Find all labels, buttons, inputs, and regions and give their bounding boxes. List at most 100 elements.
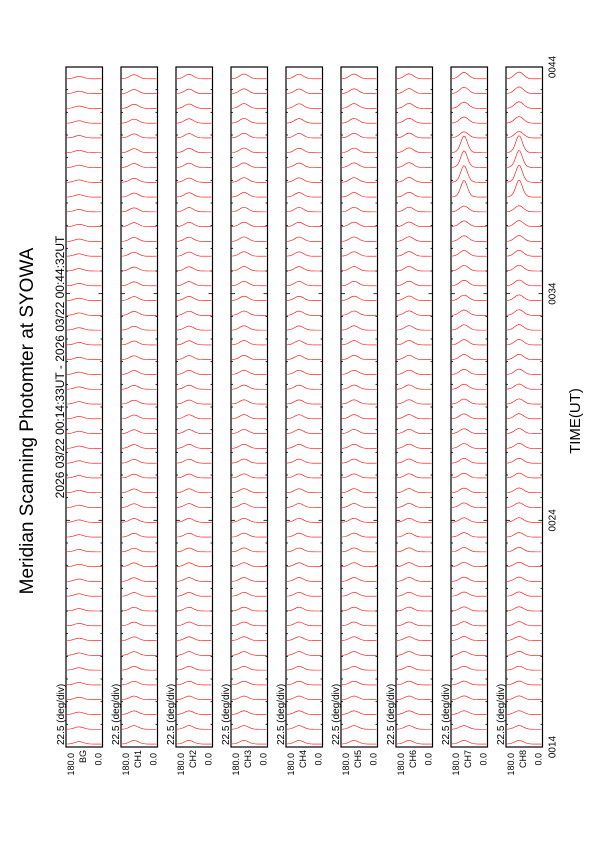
trace-line bbox=[66, 120, 102, 124]
trace-line bbox=[231, 384, 267, 390]
trace-line bbox=[396, 429, 432, 434]
trace-line bbox=[121, 222, 157, 227]
trace-line bbox=[176, 695, 212, 700]
trace-line bbox=[231, 103, 267, 109]
panel-ch4: 180.0 0.0 CH4 22.5 (deg/div) bbox=[276, 66, 324, 776]
trace-line bbox=[451, 87, 487, 94]
trace-line bbox=[286, 592, 322, 597]
trace-line bbox=[66, 637, 102, 641]
trace-line bbox=[396, 162, 432, 168]
trace-line bbox=[286, 577, 322, 582]
trace-line bbox=[121, 370, 157, 375]
trace-line bbox=[506, 621, 542, 627]
trace-line bbox=[231, 636, 267, 641]
trace-line bbox=[121, 207, 157, 213]
trace-line bbox=[176, 370, 212, 375]
trace-line bbox=[231, 547, 267, 553]
trace-line bbox=[286, 295, 322, 301]
trace-line bbox=[176, 680, 212, 686]
trace-line bbox=[176, 488, 212, 494]
trace-line bbox=[451, 651, 487, 656]
trace-line bbox=[66, 238, 102, 242]
trace-line bbox=[286, 710, 322, 715]
trace-line bbox=[121, 518, 157, 523]
trace-line bbox=[231, 399, 267, 405]
trace-line bbox=[396, 577, 432, 582]
trace-line bbox=[506, 457, 542, 464]
panel-frame bbox=[395, 66, 434, 748]
trace-line bbox=[286, 725, 322, 730]
trace-line bbox=[451, 428, 487, 434]
trace-line bbox=[231, 88, 267, 94]
trace-line bbox=[396, 651, 432, 656]
trace-line bbox=[66, 534, 102, 538]
trace-line bbox=[176, 577, 212, 582]
trace-line bbox=[506, 606, 542, 612]
trace-line bbox=[231, 680, 267, 686]
trace-line bbox=[341, 740, 377, 745]
trace-line bbox=[176, 444, 212, 449]
trace-line bbox=[231, 266, 267, 272]
trace-line bbox=[341, 103, 377, 109]
trace-line bbox=[66, 697, 102, 700]
channel-label: CH4 bbox=[298, 750, 308, 768]
trace-line bbox=[176, 547, 212, 553]
trace-line bbox=[396, 384, 432, 390]
trace-line bbox=[286, 621, 322, 627]
trace-line bbox=[176, 325, 212, 331]
trace-line bbox=[506, 710, 542, 715]
trace-line bbox=[396, 606, 432, 612]
trace-line bbox=[66, 416, 102, 420]
trace-line bbox=[451, 339, 487, 346]
trace-line bbox=[286, 162, 322, 168]
trace-line bbox=[396, 680, 432, 686]
trace-line bbox=[286, 666, 322, 671]
trace-line bbox=[231, 340, 267, 346]
trace-line bbox=[176, 429, 212, 434]
y-scale-label: 22.5 (deg/div) bbox=[331, 684, 342, 745]
trace-line bbox=[121, 473, 157, 479]
trace-line bbox=[451, 398, 487, 405]
trace-line bbox=[506, 740, 542, 745]
trace-line bbox=[396, 340, 432, 346]
trace-line bbox=[121, 340, 157, 346]
trace-line bbox=[396, 192, 432, 198]
trace-line bbox=[286, 147, 322, 154]
trace-line bbox=[506, 205, 542, 213]
trace-line bbox=[231, 251, 267, 257]
trace-line bbox=[396, 740, 432, 745]
trace-line bbox=[396, 310, 432, 316]
trace-line bbox=[341, 695, 377, 700]
trace-line bbox=[66, 105, 102, 109]
trace-line bbox=[176, 518, 212, 523]
trace-line bbox=[451, 265, 487, 272]
trace-line bbox=[231, 310, 267, 316]
trace-line bbox=[506, 71, 542, 80]
trace-line bbox=[396, 132, 432, 139]
trace-line bbox=[506, 179, 542, 198]
trace-line bbox=[121, 281, 157, 287]
trace-line bbox=[231, 369, 267, 375]
channel-label: CH3 bbox=[243, 750, 253, 768]
trace-line bbox=[286, 177, 322, 183]
trace-line bbox=[286, 88, 322, 94]
channel-label: BG bbox=[78, 750, 88, 763]
trace-line bbox=[506, 725, 542, 730]
trace-line bbox=[396, 280, 432, 287]
trace-line bbox=[451, 165, 487, 183]
trace-line bbox=[286, 370, 322, 375]
x-tick-label: 0044 bbox=[548, 55, 559, 78]
trace-line bbox=[176, 399, 212, 405]
trace-line bbox=[231, 281, 267, 287]
trace-line bbox=[121, 562, 157, 567]
channel-label: CH5 bbox=[353, 750, 363, 768]
panel-ch6: 180.0 0.0 CH6 22.5 (deg/div) bbox=[386, 66, 434, 776]
trace-line bbox=[121, 266, 157, 272]
trace-line bbox=[341, 488, 377, 494]
panel-ch7: 180.0 0.0 CH7 22.5 (deg/div) bbox=[441, 66, 489, 776]
trace-line bbox=[451, 369, 487, 375]
trace-line bbox=[231, 177, 267, 183]
x-tick-labels: 0014 0024 0034 0044 bbox=[548, 55, 559, 758]
trace-line bbox=[66, 179, 102, 183]
trace-line bbox=[341, 266, 377, 272]
